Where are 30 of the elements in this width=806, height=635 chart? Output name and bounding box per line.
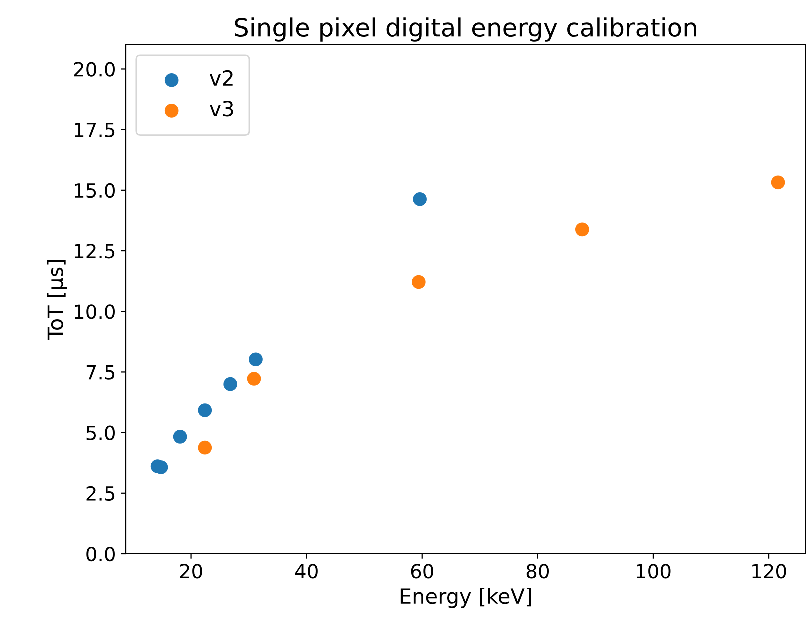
x-tick-label: 100 xyxy=(637,564,671,579)
x-axis-title: Energy [keV] xyxy=(400,588,532,608)
point xyxy=(412,275,426,290)
point xyxy=(576,222,590,237)
legend-label: v3 xyxy=(210,100,234,117)
point xyxy=(249,352,263,367)
point xyxy=(198,440,212,455)
y-tick-label: 0.0 xyxy=(86,546,115,562)
point xyxy=(771,176,786,190)
y-tick-label: 7.5 xyxy=(86,365,115,380)
x-tick-label: 120 xyxy=(752,564,786,579)
y-tick-label: 10.0 xyxy=(75,304,115,320)
y-tick-label: 2.5 xyxy=(86,486,115,502)
point xyxy=(173,430,188,444)
y-tick-label: 20.0 xyxy=(74,62,115,77)
point xyxy=(247,372,262,386)
x-tick-label: 80 xyxy=(526,564,550,579)
x-tick-label: 40 xyxy=(295,564,318,579)
y-tick-label: 17.5 xyxy=(75,123,115,138)
point xyxy=(198,404,212,418)
point xyxy=(224,377,238,392)
y-tick-label: 12.5 xyxy=(75,244,115,259)
legend-label: v2 xyxy=(210,70,233,86)
x-tick-label: 20 xyxy=(180,564,202,579)
chart-title: Single pixel digital energy calibration xyxy=(235,18,696,42)
y-tick-label: 5.0 xyxy=(86,426,115,440)
x-tick-label: 60 xyxy=(411,564,434,579)
y-axis-title: ToT [μs] xyxy=(47,260,68,340)
y-tick-label: 15.0 xyxy=(75,183,115,198)
point xyxy=(413,192,427,206)
